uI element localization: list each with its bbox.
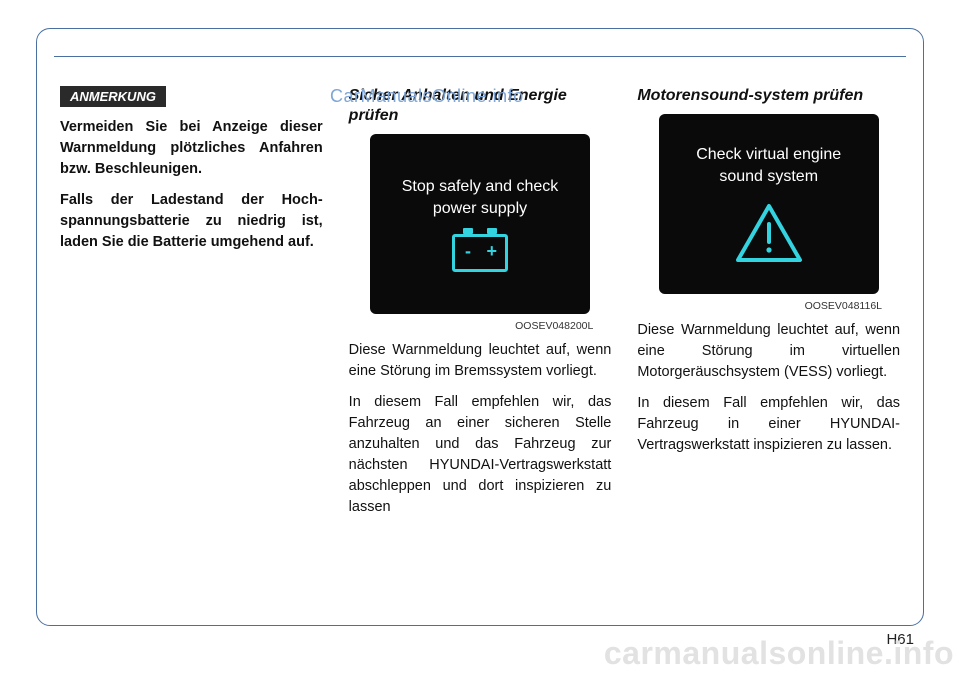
col2-para-2: In diesem Fall empfehlen wir, das Fahrze…: [349, 392, 612, 518]
header-rule: [54, 56, 906, 57]
watermark-top: CarManualsOnline.info: [330, 86, 524, 107]
col3-para-1: Diese Warnmeldung leuchtet auf, wenn ein…: [637, 320, 900, 383]
note-badge: ANMERKUNG: [60, 86, 166, 107]
column-1: ANMERKUNG Vermeiden Sie bei Anzeige dies…: [60, 86, 323, 528]
column-3: Motorensound-system prüfen Check virtual…: [637, 86, 900, 528]
col3-image-code: OOSEV048116L: [637, 300, 900, 312]
columns: ANMERKUNG Vermeiden Sie bei Anzeige dies…: [60, 86, 900, 528]
col3-para-2: In diesem Fall empfehlen wir, das Fahrze…: [637, 393, 900, 456]
col2-display-text: Stop safely and check power supply: [388, 176, 572, 219]
col3-display-text: Check virtual engine sound system: [677, 144, 861, 187]
battery-plus-icon: +: [486, 241, 497, 262]
col1-para-2: Falls der Ladestand der Hoch­spannungsba…: [60, 190, 323, 253]
warning-triangle-icon: [734, 202, 804, 264]
col3-heading: Motorensound-system prüfen: [637, 86, 900, 106]
battery-minus-icon: -: [465, 241, 471, 262]
col3-display: Check virtual engine sound system: [659, 114, 879, 294]
col1-para-1: Vermeiden Sie bei Anzeige dieser Warnmel…: [60, 117, 323, 180]
page: CarManualsOnline.info ANMERKUNG Vermeide…: [0, 0, 960, 676]
column-2: Sicher Anhalten und Energie prüfen Stop …: [349, 86, 612, 528]
watermark-bottom: carmanualsonline.info: [604, 635, 954, 672]
battery-icon: - +: [452, 234, 508, 272]
col2-image-code: OOSEV048200L: [349, 320, 612, 332]
col2-para-1: Diese Warnmeldung leuchtet auf, wenn ein…: [349, 340, 612, 382]
col2-display: Stop safely and check power supply - +: [370, 134, 590, 314]
